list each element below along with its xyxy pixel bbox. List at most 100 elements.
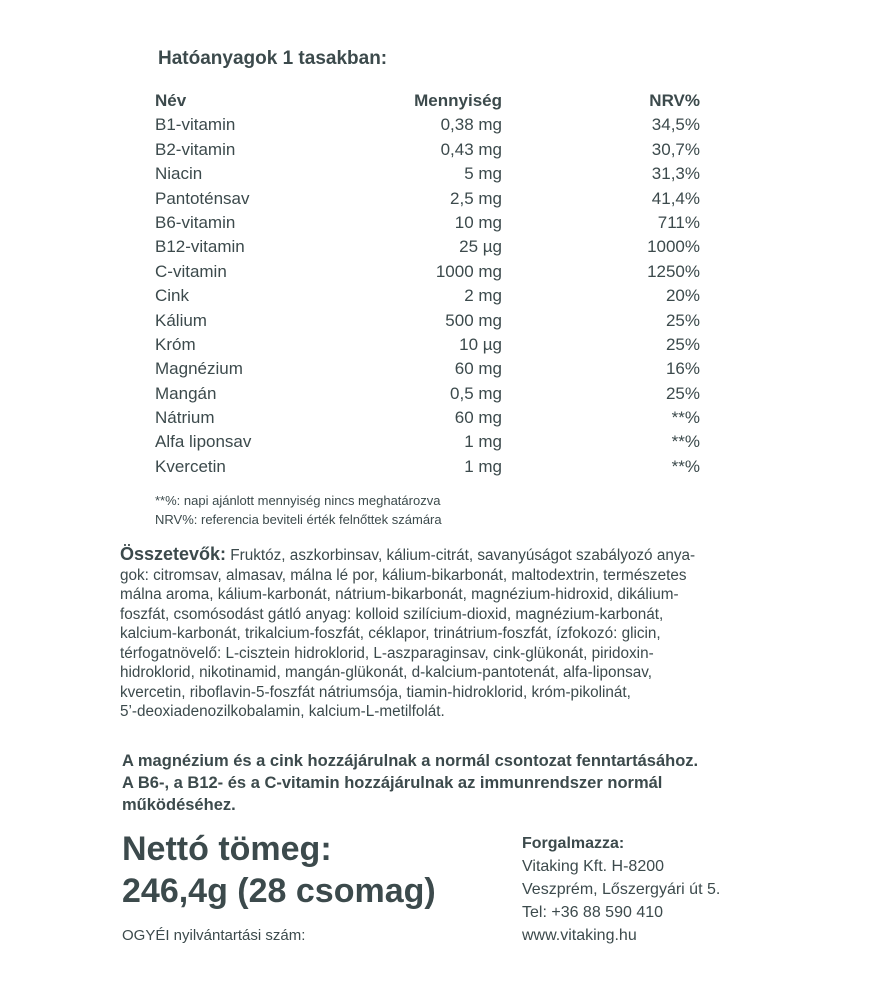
nutrient-amount: 60 mg xyxy=(454,408,502,428)
nutrient-amount: 5 mg xyxy=(464,164,502,184)
ingredients-line: foszfát, csomósodást gátló anyag: kolloi… xyxy=(120,605,740,625)
claim-line: A B6-, a B12- és a C-vitamin hozzájáruln… xyxy=(122,774,663,792)
nutrient-nrv: 16% xyxy=(665,359,700,379)
nutrient-amount: 2,5 mg xyxy=(450,188,502,208)
ingredients-text: foszfát, csomósodást gátló anyag: kolloi… xyxy=(120,605,664,623)
nutrient-amount: 500 mg xyxy=(445,310,502,330)
table-row: Niacin 5 mg 31,3% xyxy=(155,162,700,186)
nutrient-name: Nátrium xyxy=(155,408,215,428)
header-amount: Mennyiség xyxy=(414,91,502,110)
nutrient-amount: 1000 mg xyxy=(435,261,502,281)
nutrient-name: Kvercetin xyxy=(155,456,226,476)
ingredients-text: kalcium-karbonát, trikalcium-foszfát, cé… xyxy=(120,625,661,642)
distributor-phone: Tel: +36 88 590 410 xyxy=(522,904,664,921)
nutrient-nrv: 1250% xyxy=(647,261,700,281)
net-weight-label: Nettó tömeg: xyxy=(122,830,332,868)
nutrient-amount: 2 mg xyxy=(464,286,502,306)
ingredients-text: térfogatnövelő: L-cisztein hidroklorid, … xyxy=(120,644,654,662)
ingredients-line: térfogatnövelő: L-cisztein hidroklorid, … xyxy=(120,644,740,664)
footnote-no-nrv: **%: napi ajánlott mennyiség nincs megha… xyxy=(155,493,441,508)
nutrient-name: Magnézium xyxy=(155,359,243,379)
ingredients-label: Összetevők: xyxy=(120,544,227,564)
ingredients-text: 5’-deoxiadenozilkobalamin, kalcium-L-met… xyxy=(120,703,445,720)
ingredients: Összetevők: Fruktóz, aszkorbinsav, káliu… xyxy=(120,544,740,722)
nutrient-nrv: 31,3% xyxy=(651,164,700,184)
ingredients-text: kvercetin, riboflavin-5-foszfát nátriums… xyxy=(120,683,631,701)
nutrient-nrv: 711% xyxy=(657,212,700,232)
nutrient-nrv: 34,5% xyxy=(651,115,700,135)
nutrient-name: Cink xyxy=(155,286,190,306)
ingredients-line: kalcium-karbonát, trikalcium-foszfát, cé… xyxy=(120,624,740,644)
distributor-line: Veszprém, Lőszergyári út 5. xyxy=(522,881,721,898)
health-claims: A magnézium és a cink hozzájárulnak a no… xyxy=(122,750,698,816)
ingredients-line: kvercetin, riboflavin-5-foszfát nátriums… xyxy=(120,683,740,703)
table-row: Magnézium 60 mg 16% xyxy=(155,357,700,381)
nutrient-name: Niacin xyxy=(155,164,203,184)
net-weight-value: 246,4g (28 csomag) xyxy=(122,872,436,910)
table-row: Alfa liponsav 1 mg **% xyxy=(155,430,700,454)
table-row: B1-vitamin 0,38 mg 34,5% xyxy=(155,113,700,137)
ingredients-line: hidroklorid, nikotinamid, mangán-glükoná… xyxy=(120,663,740,683)
nutrient-table: Név Mennyiség NRV% B1-vitamin 0,38 mg 34,5… xyxy=(155,89,700,479)
nutrient-amount: 0,5 mg xyxy=(450,383,502,403)
claim-line: működéséhez. xyxy=(122,796,236,814)
ingredients-text: gok: citromsav, almasav, málna lé por, k… xyxy=(120,566,687,584)
table-row: Pantoténsav 2,5 mg 41,4% xyxy=(155,187,700,211)
nutrient-nrv: 1000% xyxy=(647,237,700,257)
ingredients-text: hidroklorid, nikotinamid, mangán-glükoná… xyxy=(120,664,652,681)
nutrient-name: Króm xyxy=(155,334,196,354)
nutrient-amount: 1 mg xyxy=(464,432,502,452)
ingredients-text: Fruktóz, aszkorbinsav, kálium-citrát, sa… xyxy=(226,547,696,564)
ingredients-text: málna aroma, kálium-karbonát, nátrium-bi… xyxy=(120,586,679,603)
nutrient-amount: 0,38 mg xyxy=(440,115,502,135)
nutrient-name: B12-vitamin xyxy=(155,237,245,257)
table-row: Kálium 500 mg 25% xyxy=(155,309,700,333)
distributor-title: Forgalmazza: xyxy=(522,835,625,852)
nutrient-name: Alfa liponsav xyxy=(155,432,252,452)
nutrient-amount: 10 µg xyxy=(459,334,502,354)
nutrient-nrv: 41,4% xyxy=(651,188,700,208)
table-row: Króm 10 µg 25% xyxy=(155,333,700,357)
nutrient-name: Pantoténsav xyxy=(155,188,250,208)
nutrient-nrv: 25% xyxy=(665,334,700,354)
nutrient-nrv: 25% xyxy=(665,310,700,330)
nutrient-nrv: **% xyxy=(671,432,700,452)
nutrient-amount: 10 mg xyxy=(454,212,502,232)
nutrient-name: B1-vitamin xyxy=(155,115,236,135)
table-row: B2-vitamin 0,43 mg 30,7% xyxy=(155,138,700,162)
table-row: Cink 2 mg 20% xyxy=(155,284,700,308)
distributor: Forgalmazza: Vitaking Kft. H-8200 Veszpr… xyxy=(522,832,720,947)
nutrient-nrv: **% xyxy=(671,408,700,428)
table-header: Név Mennyiség NRV% xyxy=(155,89,700,113)
header-name: Név xyxy=(155,91,187,110)
nutrient-name: C-vitamin xyxy=(155,261,227,281)
nutrient-name: B2-vitamin xyxy=(155,139,236,159)
nutrient-amount: 25 µg xyxy=(459,237,502,257)
nutrient-name: B6-vitamin xyxy=(155,212,236,232)
nutrient-amount: 60 mg xyxy=(454,359,502,379)
nutrient-nrv: 20% xyxy=(665,286,700,306)
nutrient-name: Mangán xyxy=(155,383,217,403)
table-row: Mangán 0,5 mg 25% xyxy=(155,382,700,406)
registration-number: OGYÉI nyilvántartási szám: xyxy=(122,927,306,944)
nutrient-amount: 0,43 mg xyxy=(440,139,502,159)
table-row: B12-vitamin 25 µg 1000% xyxy=(155,235,700,259)
table-row: B6-vitamin 10 mg 711% xyxy=(155,211,700,235)
distributor-website[interactable]: www.vitaking.hu xyxy=(522,927,637,944)
table-row: Nátrium 60 mg **% xyxy=(155,406,700,430)
nutrient-nrv: **% xyxy=(671,456,700,476)
header-nrv: NRV% xyxy=(649,91,700,110)
ingredients-line: 5’-deoxiadenozilkobalamin, kalcium-L-met… xyxy=(120,702,740,722)
footnote-nrv: NRV%: referencia beviteli érték felnőtte… xyxy=(155,512,442,527)
nutrient-nrv: 30,7% xyxy=(651,139,700,159)
nutrient-nrv: 25% xyxy=(665,383,700,403)
ingredients-line: gok: citromsav, almasav, málna lé por, k… xyxy=(120,566,740,586)
ingredients-line: Összetevők: Fruktóz, aszkorbinsav, káliu… xyxy=(120,544,740,566)
section-title: Hatóanyagok 1 tasakban: xyxy=(158,48,388,69)
nutrient-name: Kálium xyxy=(155,310,207,330)
nutrient-amount: 1 mg xyxy=(464,456,502,476)
table-row: C-vitamin 1000 mg 1250% xyxy=(155,260,700,284)
distributor-line: Vitaking Kft. H-8200 xyxy=(522,858,665,875)
ingredients-line: málna aroma, kálium-karbonát, nátrium-bi… xyxy=(120,585,740,605)
table-row: Kvercetin 1 mg **% xyxy=(155,455,700,479)
